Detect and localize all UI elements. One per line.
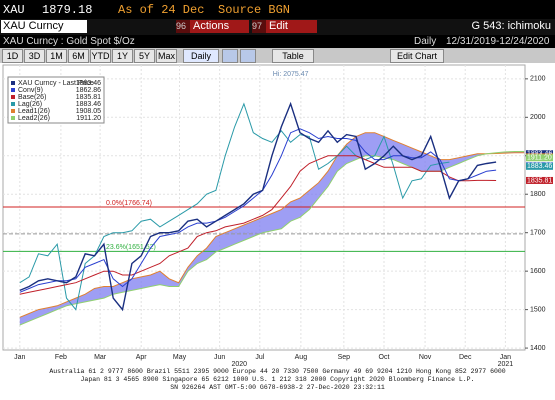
edit-number: 97 xyxy=(252,20,266,33)
legend-label: Lead1(26) xyxy=(18,108,50,115)
legend-swatch xyxy=(11,116,15,120)
range-button[interactable]: 5Y xyxy=(134,49,155,63)
value-tag xyxy=(526,162,553,170)
range-button[interactable]: 1D xyxy=(2,49,23,63)
y-tick-label: 2000 xyxy=(530,114,546,121)
actions-button[interactable]: Actions xyxy=(190,20,249,33)
x-tick-label: Jan xyxy=(500,354,511,361)
value-tag xyxy=(526,176,553,184)
edit-button[interactable]: Edit xyxy=(266,20,317,33)
y-tick-label: 1800 xyxy=(530,191,546,198)
footer-line: SN 926264 AST GMT-5:00 G678-6938-2 27-De… xyxy=(170,384,385,391)
x-tick-label: Feb xyxy=(55,354,67,361)
x-tick-label: Mar xyxy=(94,354,107,361)
ticker: XAU xyxy=(3,3,25,17)
legend-label: Lead2(26) xyxy=(18,115,50,122)
x-tick-label: Oct xyxy=(379,354,390,361)
legend-value: 1862.86 xyxy=(76,87,101,94)
legend-swatch xyxy=(11,109,15,113)
series-line xyxy=(19,155,497,295)
x-tick-label: Jan xyxy=(14,354,25,361)
annotation: Hi: 2075.47 xyxy=(273,71,309,78)
command-bar: XAU Curncy 96 Actions 97 Edit G 543: ich… xyxy=(0,19,555,35)
legend-label: Conv(9) xyxy=(18,87,43,94)
date-range: 12/31/2019-12/24/2020 xyxy=(446,36,550,47)
legend-label: XAU Curncy - Last Price xyxy=(18,80,94,87)
y-tick-label: 2100 xyxy=(530,76,546,83)
range-button[interactable]: 3D xyxy=(24,49,45,63)
legend-label: Base(26) xyxy=(18,94,46,101)
security-input[interactable]: XAU Curncy xyxy=(1,20,87,33)
table-button[interactable]: Table xyxy=(272,49,314,63)
x-tick-label: Sep xyxy=(338,354,351,361)
legend-value: 1908.05 xyxy=(76,108,101,115)
y-tick-label: 1700 xyxy=(530,230,546,237)
x-tick-label: Aug xyxy=(295,354,308,361)
x-tick-label: Dec xyxy=(459,354,472,361)
legend-swatch xyxy=(11,81,15,85)
legend-swatch xyxy=(11,102,15,106)
legend-swatch xyxy=(11,88,15,92)
range-button[interactable]: Max xyxy=(156,49,177,63)
x-tick-label: Nov xyxy=(419,354,432,361)
legend-value: 1883.46 xyxy=(76,80,101,87)
y-tick-label: 1600 xyxy=(530,268,546,275)
value-tag xyxy=(526,154,553,162)
x-tick-label: Apr xyxy=(136,354,148,361)
icon-button[interactable] xyxy=(222,49,238,63)
source: Source BGN xyxy=(218,3,291,17)
x-tick-label: Jul xyxy=(255,354,264,361)
period: Daily xyxy=(414,36,437,47)
legend-swatch xyxy=(11,95,15,99)
price: 1879.18 xyxy=(42,3,93,17)
series-line xyxy=(19,102,450,311)
y-tick-label: 1500 xyxy=(530,306,546,313)
chart: 14001500160017001800190020002100JanFebMa… xyxy=(0,63,555,368)
level-label: 0.0%(1766.74) xyxy=(106,200,152,207)
level-label: 23.6%(1651.52) xyxy=(106,244,156,251)
actions-number: 96 xyxy=(176,20,190,33)
legend-value: 1911.20 xyxy=(76,115,101,122)
year-label: 2021 xyxy=(498,361,514,368)
x-tick-label: May xyxy=(173,354,187,361)
page-name: G 543: ichimoku xyxy=(471,20,551,32)
range-button[interactable]: 1M xyxy=(46,49,67,63)
edit-chart-button[interactable]: Edit Chart xyxy=(390,49,444,63)
y-tick-label: 1400 xyxy=(530,345,546,352)
year-label: 2020 xyxy=(231,361,247,368)
series-line xyxy=(19,101,497,312)
cloud xyxy=(19,132,525,325)
legend-value: 1883.46 xyxy=(76,101,101,108)
value-tag-label: 1911.20 xyxy=(527,155,552,162)
range-button[interactable]: 1Y xyxy=(112,49,133,63)
value-tag-label: 1835.81 xyxy=(527,177,552,184)
subheader: XAU Curncy : Gold Spot $/Oz Daily 12/31/… xyxy=(0,35,555,48)
toolbar: Daily Table Edit Chart 1D 3D 1M 6M YTD 1Y 5Y Ma… xyxy=(0,48,555,63)
footer-line: Australia 61 2 9777 8600 Brazil 5511 239… xyxy=(49,368,506,375)
icon-button[interactable] xyxy=(240,49,256,63)
x-tick-label: Jun xyxy=(214,354,225,361)
legend-label: Lag(26) xyxy=(18,101,42,108)
frequency-button[interactable]: Daily xyxy=(183,49,219,63)
value-tag-label: 1883.46 xyxy=(527,163,552,170)
range-button[interactable]: YTD xyxy=(90,49,111,63)
quote-bar: XAU 1879.18 As of 24 Dec Source BGN xyxy=(0,0,555,19)
footer: Australia 61 2 9777 8600 Brazil 5511 239… xyxy=(0,368,555,400)
as-of: As of 24 Dec xyxy=(118,3,205,17)
legend-value: 1835.81 xyxy=(76,94,101,101)
description: XAU Curncy : Gold Spot $/Oz xyxy=(3,36,135,47)
legend-box xyxy=(7,76,105,124)
range-button[interactable]: 6M xyxy=(68,49,89,63)
footer-line: Japan 81 3 4565 8900 Singapore 65 6212 1… xyxy=(80,376,475,383)
